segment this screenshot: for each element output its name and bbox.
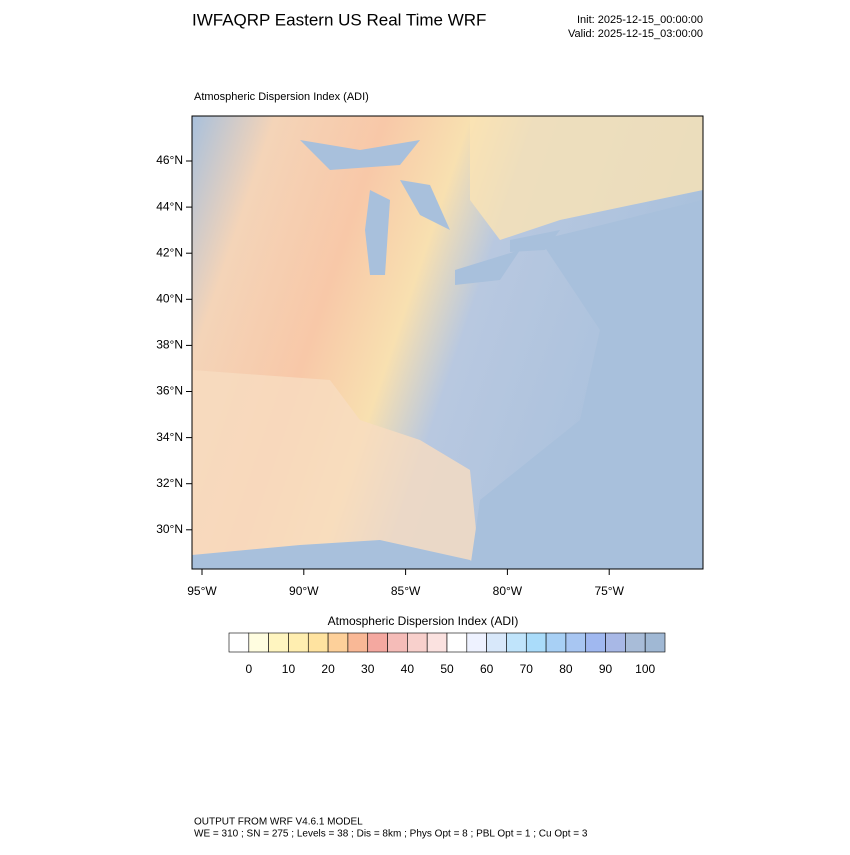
colorbar-tick-label: 80 bbox=[559, 662, 573, 676]
colorbar-box bbox=[644, 632, 666, 653]
init-time: Init: 2025-12-15_00:00:00 bbox=[577, 14, 703, 26]
map bbox=[191, 115, 704, 570]
lat-label: 38°N bbox=[156, 338, 183, 352]
colorbar-box bbox=[446, 632, 468, 653]
colorbar-tick-label: 40 bbox=[401, 662, 415, 676]
lon-label: 85°W bbox=[391, 584, 421, 598]
colorbar-tick-label: 100 bbox=[635, 662, 655, 676]
colorbar-box bbox=[605, 632, 626, 653]
colorbar-box bbox=[407, 632, 428, 653]
colorbar-box bbox=[347, 632, 369, 653]
colorbar-box bbox=[288, 632, 309, 653]
colorbar-tick-label: 70 bbox=[520, 662, 534, 676]
colorbar-box bbox=[545, 632, 567, 653]
lon-label: 95°W bbox=[187, 584, 217, 598]
colorbar-box bbox=[466, 632, 487, 653]
lon-label: 90°W bbox=[289, 584, 319, 598]
colorbar-box bbox=[565, 632, 587, 653]
lat-label: 42°N bbox=[156, 245, 183, 259]
colorbar-title: Atmospheric Dispersion Index (ADI) bbox=[328, 614, 519, 628]
lat-label: 30°N bbox=[156, 522, 183, 536]
colorbar-box bbox=[307, 632, 329, 653]
lat-label: 44°N bbox=[156, 199, 183, 213]
footer-line: WE = 310 ; SN = 275 ; Levels = 38 ; Dis … bbox=[194, 829, 588, 840]
colorbar-tick-label: 20 bbox=[321, 662, 335, 676]
colorbar-tick-label: 50 bbox=[440, 662, 454, 676]
colorbar-box bbox=[625, 632, 646, 653]
colorbar-box bbox=[387, 632, 408, 653]
colorbar-box bbox=[248, 632, 269, 653]
colorbar-box bbox=[228, 632, 250, 653]
colorbar-tick-label: 90 bbox=[599, 662, 613, 676]
lat-label: 34°N bbox=[156, 430, 183, 444]
colorbar-box bbox=[327, 632, 349, 653]
lat-label: 40°N bbox=[156, 291, 183, 305]
colorbar-tick-label: 10 bbox=[282, 662, 296, 676]
lon-label: 75°W bbox=[594, 584, 624, 598]
colorbar-box bbox=[585, 632, 606, 653]
colorbar-box bbox=[506, 632, 527, 653]
footer-line: OUTPUT FROM WRF V4.6.1 MODEL bbox=[194, 817, 363, 828]
lat-label: 36°N bbox=[156, 384, 183, 398]
colorbar-box bbox=[486, 632, 507, 653]
colorbar-tick-label: 0 bbox=[245, 662, 252, 676]
valid-time: Valid: 2025-12-15_03:00:00 bbox=[568, 28, 703, 40]
map-subtitle: Atmospheric Dispersion Index (ADI) bbox=[194, 91, 369, 103]
lon-label: 80°W bbox=[493, 584, 523, 598]
colorbar-tick-label: 60 bbox=[480, 662, 494, 676]
colorbar-box bbox=[268, 632, 289, 653]
colorbar-box bbox=[426, 632, 448, 653]
lat-label: 46°N bbox=[156, 153, 183, 167]
title: IWFAQRP Eastern US Real Time WRF bbox=[192, 10, 486, 29]
colorbar-box bbox=[525, 632, 547, 653]
colorbar-box bbox=[367, 632, 388, 653]
colorbar-tick-label: 30 bbox=[361, 662, 375, 676]
lat-label: 32°N bbox=[156, 476, 183, 490]
